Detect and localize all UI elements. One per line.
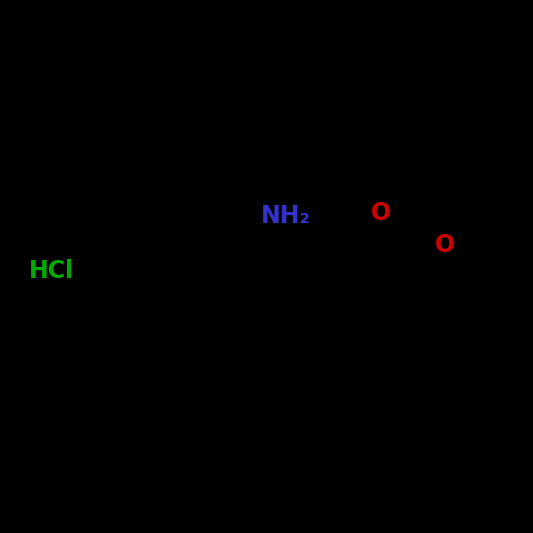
Text: NH₂: NH₂ bbox=[261, 204, 311, 228]
Text: O: O bbox=[435, 233, 455, 257]
Text: O: O bbox=[370, 201, 391, 225]
Text: HCl: HCl bbox=[29, 259, 74, 283]
